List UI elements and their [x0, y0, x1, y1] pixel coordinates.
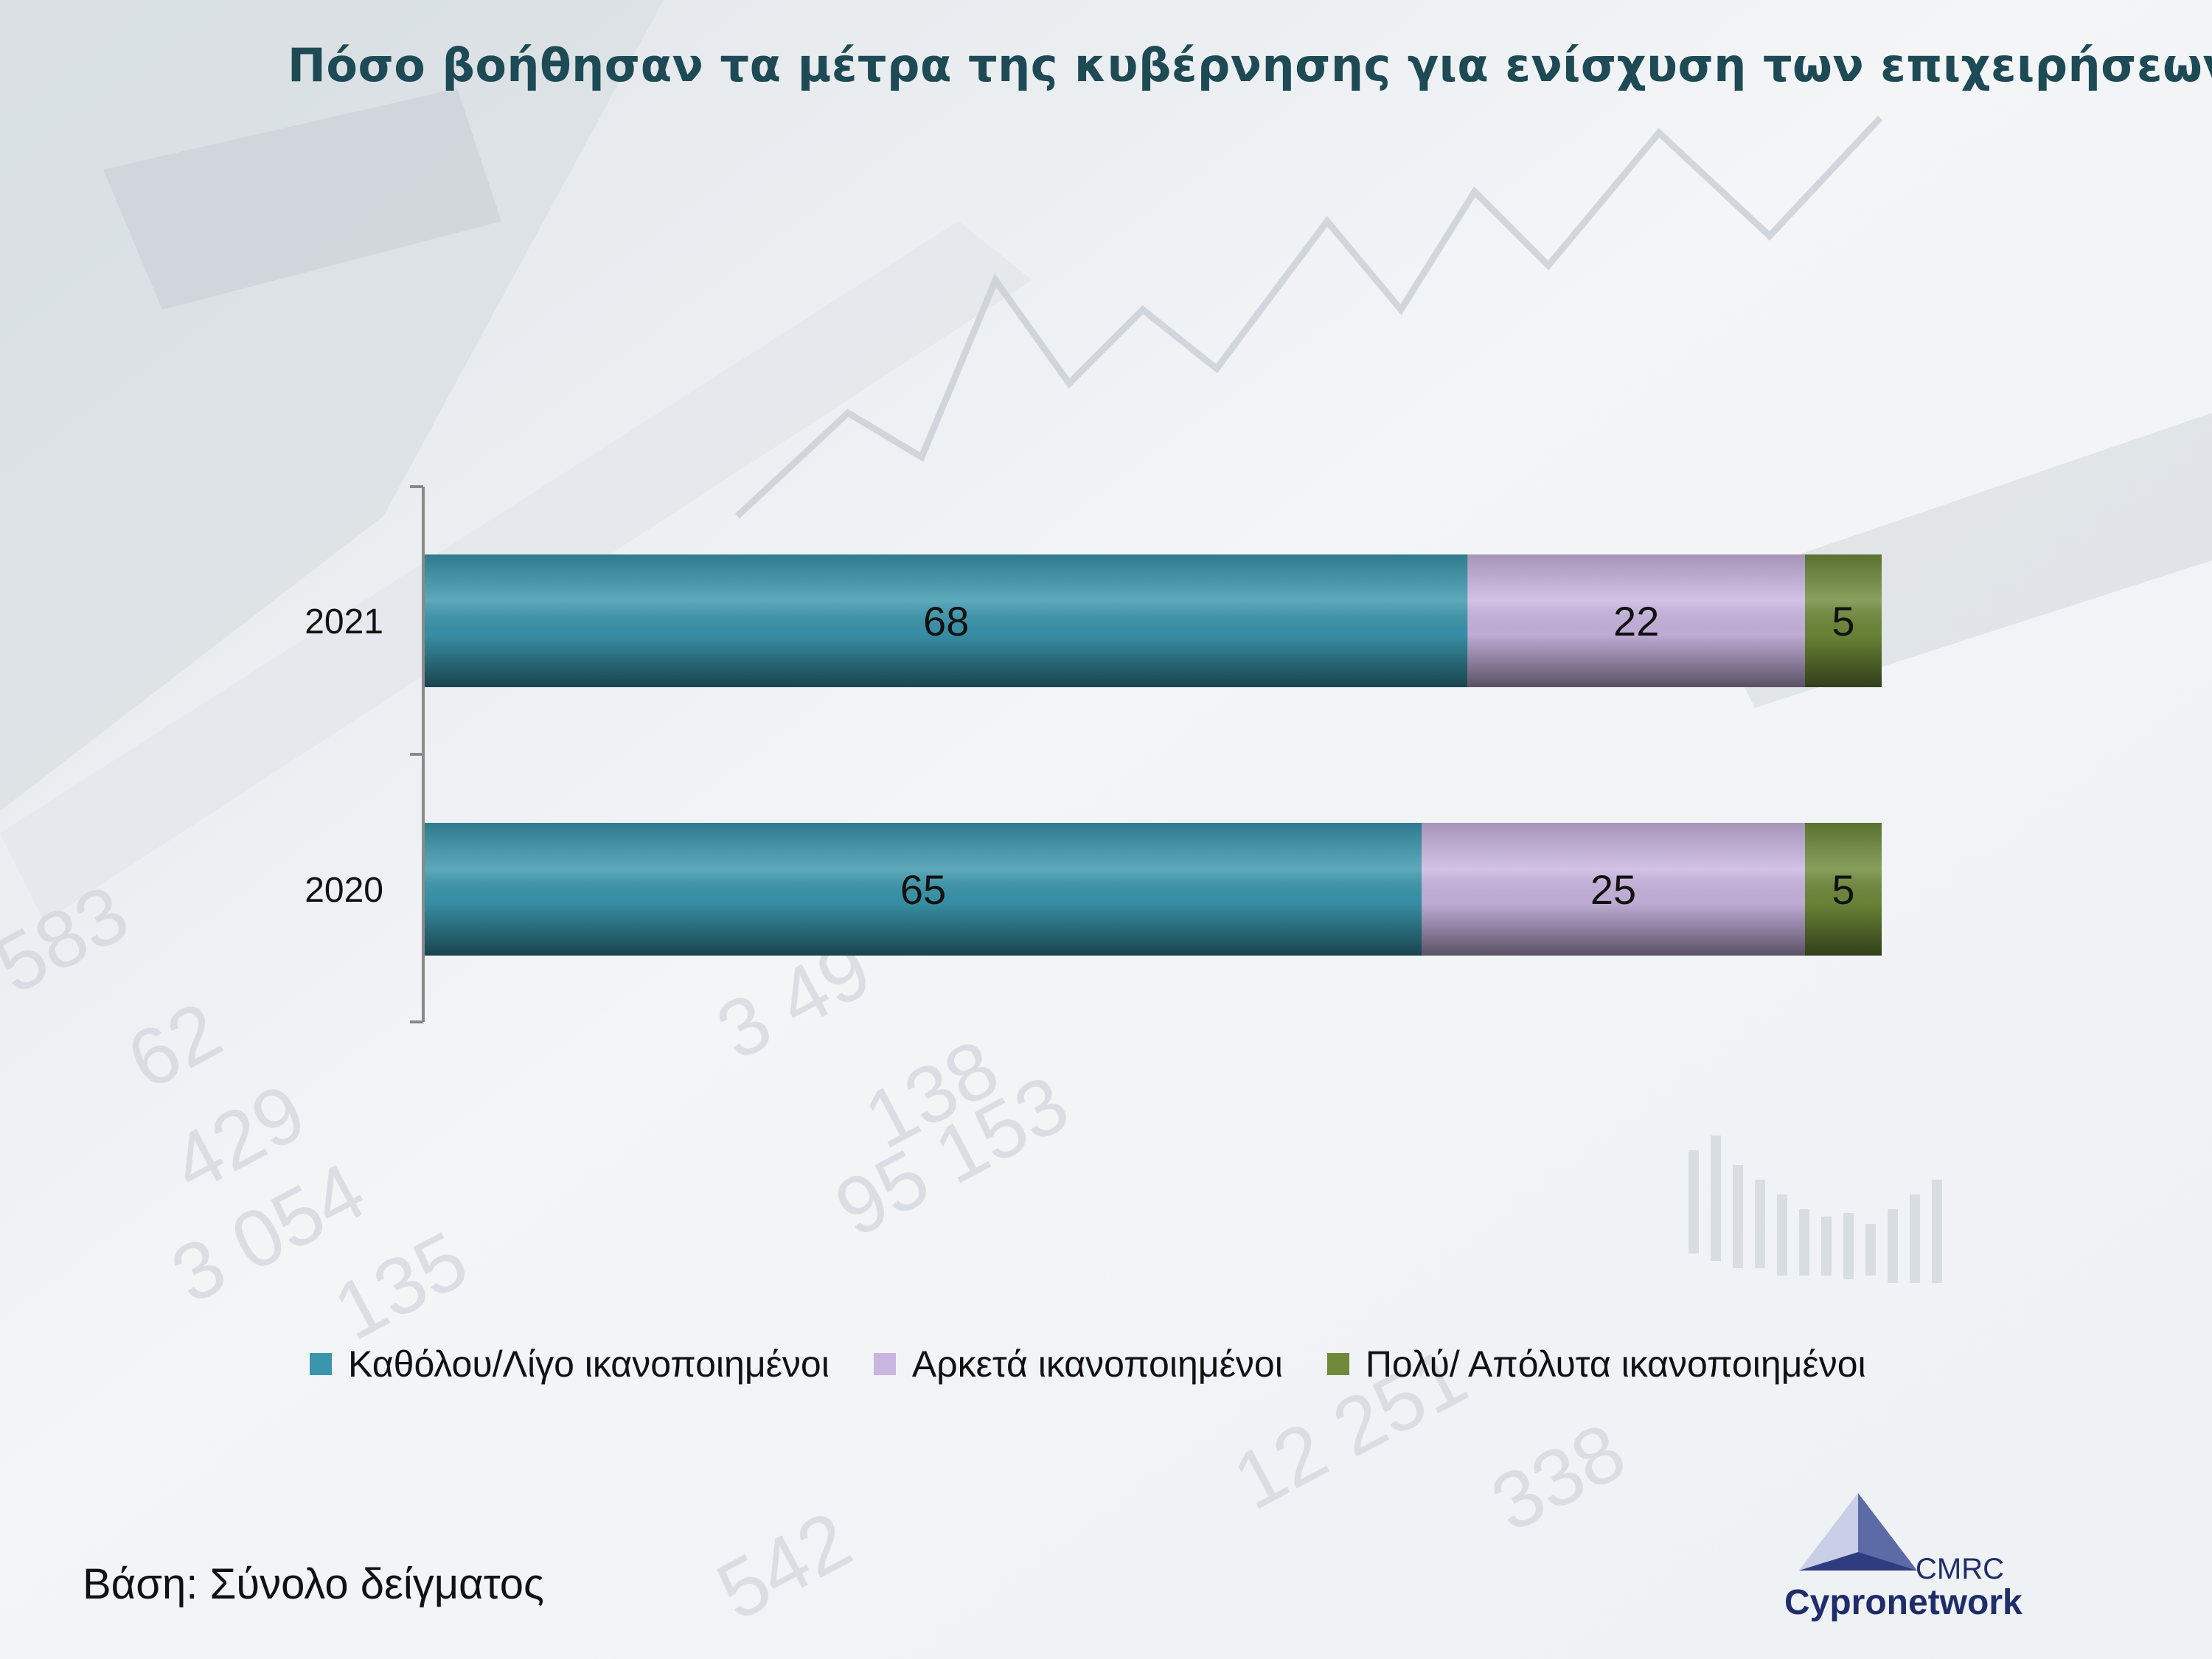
legend-label-2: Αρκετά ικανοποιημένοι: [911, 1343, 1283, 1385]
data-label-2021-1: 68: [923, 598, 969, 644]
data-label-2021-3: 5: [1832, 598, 1854, 644]
data-label-2020-2: 25: [1590, 866, 1636, 913]
legend-item-2: Αρκετά ικανοποιημένοι: [873, 1343, 1283, 1385]
legend-swatch-2: [873, 1353, 896, 1375]
legend-item-1: Καθόλου/Λίγο ικανοποιημένοι: [310, 1343, 830, 1385]
bar-shade-2021-2: [1467, 554, 1805, 687]
chart-legend: Καθόλου/Λίγο ικανοποιημένοι Αρκετά ικανοπ…: [310, 1338, 2079, 1390]
bar-shade-2021-3: [1805, 554, 1882, 687]
legend-swatch-1: [310, 1353, 332, 1375]
logo-name-text: Cypronetwork: [1784, 1583, 2023, 1622]
chart-title: Πόσο βοήθησαν τα μέτρα της κυβέρνησης γι…: [288, 38, 2212, 92]
bar-shade-2021-1: [425, 554, 1468, 687]
legend-swatch-3: [1326, 1353, 1349, 1375]
bar-shade-2020-2: [1422, 823, 1805, 956]
y-tick-label-2021: 2021: [305, 602, 383, 641]
y-tick-label-2020: 2020: [305, 871, 383, 910]
base-note: Βάση: Σύνολο δείγματος: [83, 1560, 544, 1608]
cypronetwork-logo: [1799, 1493, 1917, 1571]
bar-shade-2020-1: [425, 823, 1422, 956]
data-label-2020-3: 5: [1832, 866, 1854, 913]
legend-item-3: Πολύ/ Απόλυτα ικανοποιημένοι: [1326, 1343, 1866, 1385]
logo-short-text: CMRC: [1916, 1553, 2004, 1585]
legend-label-3: Πολύ/ Απόλυτα ικανοποιημένοι: [1365, 1343, 1866, 1385]
bar-shade-2020-3: [1805, 823, 1882, 956]
data-label-2021-2: 22: [1613, 598, 1659, 644]
legend-label-1: Καθόλου/Λίγο ικανοποιημένοι: [348, 1343, 830, 1385]
y-axis: [410, 485, 425, 1023]
data-label-2020-1: 65: [900, 866, 946, 913]
